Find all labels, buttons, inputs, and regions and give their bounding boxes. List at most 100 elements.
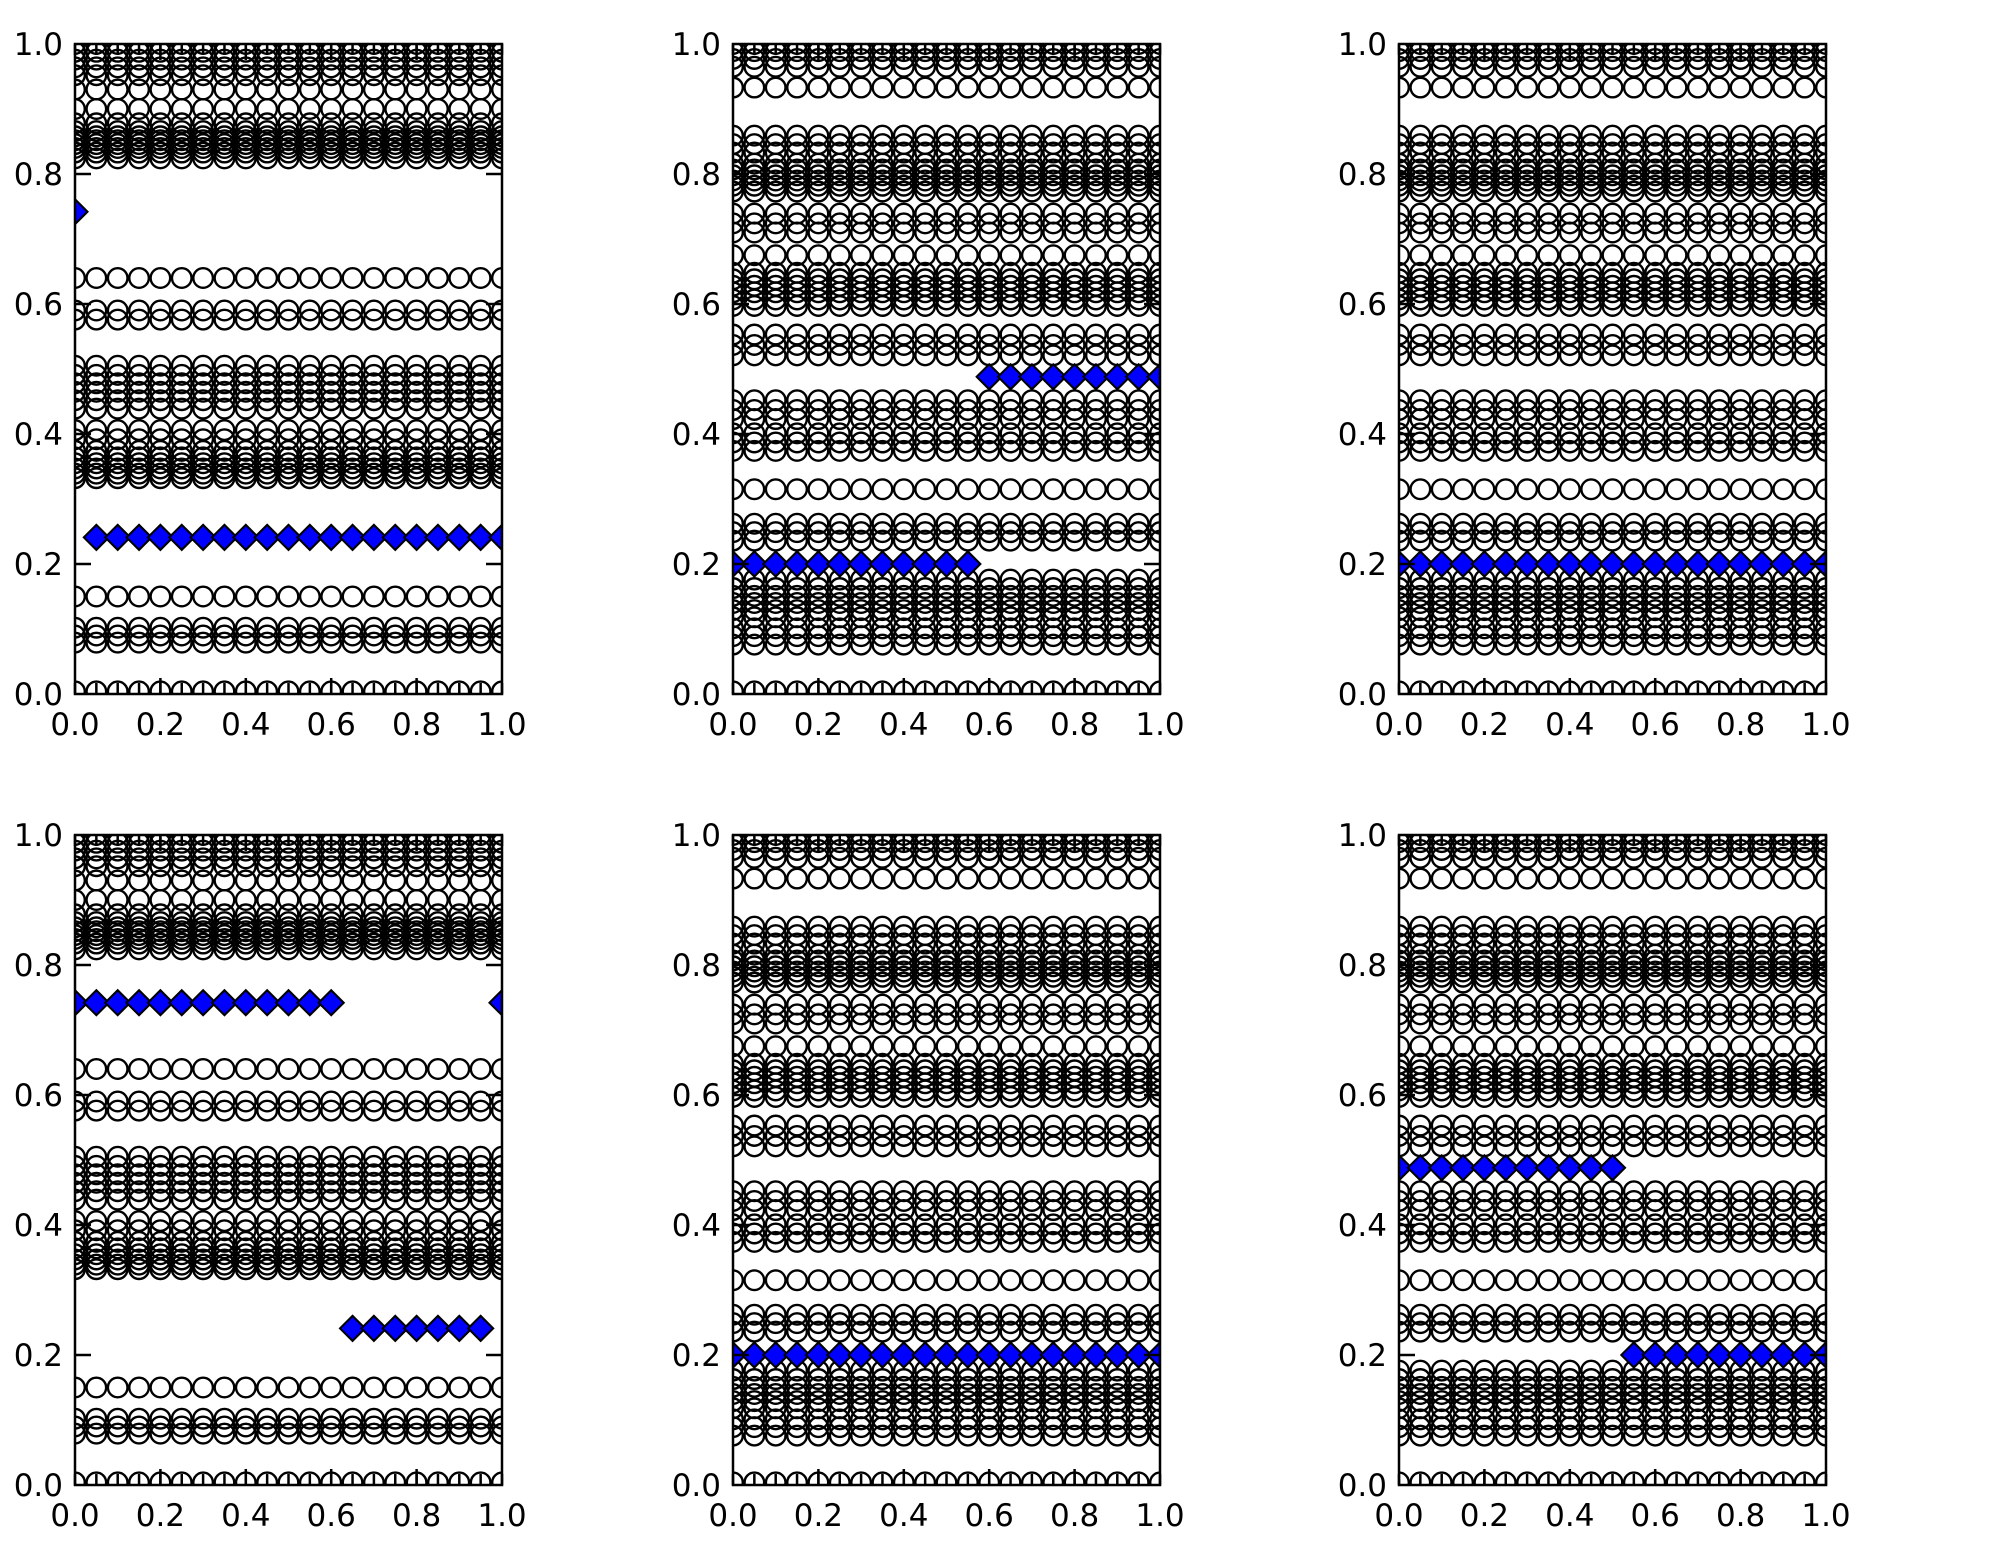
x-tick-label: 0.0: [708, 707, 757, 743]
circle-band: [1399, 1114, 1826, 1137]
circle-band: [1399, 1416, 1826, 1439]
y-tick-label: 0.2: [14, 1338, 63, 1374]
circle-band: [75, 869, 502, 892]
y-tick-label: 0.0: [672, 677, 721, 713]
circle-band: [75, 585, 502, 608]
circle-band: [75, 78, 502, 101]
x-tick-label: 0.8: [1050, 1498, 1099, 1534]
circle-band: [1399, 1383, 1826, 1406]
circle-band: [1399, 971, 1826, 994]
circle-band: [733, 1424, 1160, 1447]
circle-band: [733, 943, 1160, 966]
diamond-marker: [488, 988, 502, 1017]
y-tick-label: 0.4: [14, 1208, 63, 1244]
circle-band: [1399, 158, 1826, 181]
x-tick-label: 0.8: [392, 707, 441, 743]
circle-band: [75, 624, 502, 647]
circle-band: [733, 1230, 1160, 1253]
circle-band: [75, 372, 502, 395]
circle-band: [733, 221, 1160, 244]
circle-band: [1399, 633, 1826, 656]
x-tick-label: 0.8: [392, 1498, 441, 1534]
circle-band: [1399, 244, 1826, 267]
x-tick-label: 0.6: [1631, 707, 1680, 743]
circle-band: [75, 112, 502, 135]
circle-band: [75, 147, 502, 170]
circle-band: [75, 389, 502, 412]
circle-band: [75, 457, 502, 480]
circle-band: [1399, 478, 1826, 501]
x-tick-label: 0.6: [965, 707, 1014, 743]
circle-band: [1399, 1199, 1826, 1222]
circle-band: [733, 1124, 1160, 1147]
x-tick-label: 0.4: [879, 707, 928, 743]
circle-band: [75, 1471, 502, 1485]
y-tick-label: 1.0: [672, 27, 721, 63]
circle-band: [1399, 932, 1826, 955]
circle-band: [1399, 408, 1826, 431]
circle-band: [75, 380, 502, 403]
circle-band: [1399, 1189, 1826, 1212]
circle-band: [1399, 965, 1826, 988]
circle-band: [1399, 592, 1826, 615]
circle-band: [1399, 294, 1826, 317]
circle-band: [1399, 288, 1826, 311]
plot-area: [1399, 835, 1826, 1485]
x-tick-label: 0.4: [221, 1498, 270, 1534]
y-tick-labels: 0.0 0.2 0.4 0.6 0.8 1.0: [14, 818, 63, 1504]
circle-band: [733, 281, 1160, 304]
x-tick-label: 0.0: [1374, 707, 1423, 743]
y-tick-label: 0.6: [672, 287, 721, 323]
y-tick-label: 1.0: [1338, 27, 1387, 63]
diamond-series: [75, 988, 502, 1343]
x-tick-label: 0.4: [1545, 707, 1594, 743]
x-tick-label: 0.8: [1716, 1498, 1765, 1534]
circle-band: [1399, 625, 1826, 648]
circle-band: [1399, 439, 1826, 462]
x-tick-labels: 0.0 0.2 0.4 0.6 0.8 1.0: [1374, 707, 1850, 743]
x-minor-ticks: [1397, 44, 1828, 694]
circle-band: [733, 633, 1160, 656]
circle-band: [1399, 512, 1826, 535]
circle-band: [1399, 960, 1826, 983]
circle-band: [1399, 1269, 1826, 1292]
circle-band: [733, 212, 1160, 235]
circle-band: [75, 308, 502, 331]
x-tick-label: 0.6: [1631, 1498, 1680, 1534]
circle-band: [733, 1303, 1160, 1326]
y-tick-label: 0.4: [1338, 417, 1387, 453]
circle-band: [75, 1230, 502, 1253]
circle-band: [75, 911, 502, 934]
circle-band: [1399, 1390, 1826, 1413]
circle-band: [1399, 1003, 1826, 1026]
circle-band: [75, 855, 502, 878]
circle-band: [75, 1219, 502, 1242]
circle-band: [733, 164, 1160, 187]
circle-band: [733, 76, 1160, 99]
circle-band: [733, 1312, 1160, 1335]
circle-band: [733, 949, 1160, 972]
circle-band: [733, 835, 1160, 854]
axes-spines: [731, 833, 1162, 1487]
circle-band: [1399, 1230, 1826, 1253]
circle-band: [733, 1072, 1160, 1095]
diamond-marker: [466, 1314, 495, 1343]
circle-band: [1399, 398, 1826, 421]
x-tick-label: 0.2: [1460, 707, 1509, 743]
x-tick-label: 1.0: [477, 1498, 526, 1534]
x-tick-label: 0.2: [136, 1498, 185, 1534]
y-tick-label: 0.8: [14, 948, 63, 984]
y-tick-labels: 0.0 0.2 0.4 0.6 0.8 1.0: [672, 27, 721, 713]
circle-band: [75, 1057, 502, 1080]
circle-band: [733, 1003, 1160, 1026]
circle-band: [733, 680, 1160, 694]
circle-band: [75, 354, 502, 377]
y-tick-label: 0.2: [672, 1338, 721, 1374]
x-tick-label: 0.6: [307, 1498, 356, 1534]
y-tick-label: 0.8: [1338, 948, 1387, 984]
x-tick-label: 0.0: [708, 1498, 757, 1534]
major-ticks: [1399, 835, 1826, 1485]
circle-band: [75, 98, 502, 121]
